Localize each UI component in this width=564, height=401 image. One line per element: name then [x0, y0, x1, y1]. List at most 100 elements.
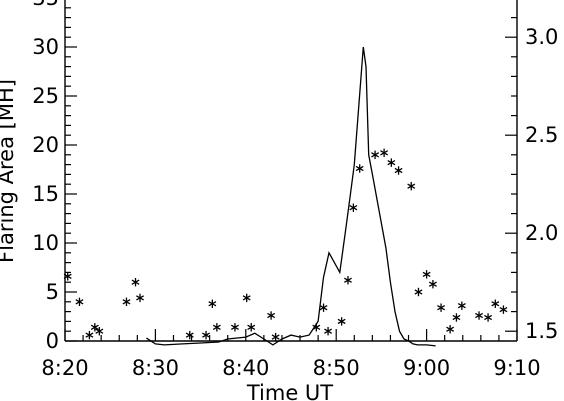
y-tick-label-left: 5 [46, 280, 59, 304]
y-tick-label-left: 15 [32, 182, 59, 206]
asterisk-stroke [437, 305, 446, 311]
asterisk-stroke [312, 324, 321, 330]
asterisk-point [212, 323, 221, 332]
asterisk-stroke [271, 334, 280, 340]
asterisk-stroke [185, 332, 194, 338]
asterisk-point [475, 311, 483, 320]
asterisk-stroke [85, 332, 94, 338]
asterisk-point [437, 303, 446, 312]
y-tick-label-left: 35 [32, 0, 59, 10]
asterisk-point [446, 325, 455, 334]
asterisk-stroke [343, 277, 352, 283]
y-tick-label-left: 25 [32, 84, 59, 108]
y-tick-label-left: 10 [32, 231, 59, 255]
asterisk-stroke [394, 167, 403, 174]
asterisk-point [85, 330, 94, 340]
asterisk-stroke [75, 299, 84, 305]
asterisk-stroke [212, 324, 221, 330]
asterisk-point [90, 323, 99, 332]
asterisk-stroke [349, 205, 358, 211]
asterisk-stroke [136, 295, 144, 301]
asterisk-stroke [208, 301, 217, 307]
asterisk-stroke [414, 289, 423, 295]
asterisk-stroke [202, 332, 210, 338]
asterisk-point [387, 158, 396, 167]
x-tick-label: 9:00 [403, 356, 450, 380]
asterisk-series [63, 148, 508, 342]
y-tick-label-right: 2.0 [525, 221, 558, 245]
y-tick-label-right: 1.5 [525, 319, 558, 343]
asterisk-point [136, 293, 144, 303]
asterisk-stroke [267, 312, 276, 319]
asterisk-stroke [337, 318, 346, 325]
asterisk-stroke [319, 305, 328, 311]
asterisk-point [242, 293, 251, 303]
asterisk-point [267, 311, 276, 320]
asterisk-stroke [131, 279, 140, 285]
asterisk-point [208, 299, 217, 308]
y-tick-label-right: 2.5 [525, 123, 558, 147]
asterisk-stroke [324, 328, 333, 334]
y-axis-title-left: Flaring Area [MH] [0, 79, 18, 263]
asterisk-stroke [247, 324, 256, 330]
asterisk-point [380, 148, 389, 158]
asterisk-stroke [387, 159, 396, 166]
asterisk-stroke [422, 271, 431, 278]
asterisk-point [491, 299, 500, 308]
x-axis-title: Time UT [246, 381, 333, 401]
plot-axes [64, 0, 518, 342]
asterisk-stroke [491, 301, 500, 307]
asterisk-stroke [499, 306, 508, 313]
asterisk-stroke [355, 165, 364, 172]
y-tick-label-left: 20 [32, 133, 59, 157]
asterisk-point [230, 323, 239, 332]
asterisk-point [428, 279, 437, 289]
asterisk-point [122, 297, 131, 306]
asterisk-point [202, 330, 210, 340]
asterisk-point [355, 164, 364, 173]
asterisk-point [319, 303, 328, 312]
y-tick-label-left: 0 [46, 329, 59, 353]
y-tick-label-right: 3.0 [525, 25, 558, 49]
asterisk-stroke [457, 303, 466, 309]
asterisk-stroke [484, 314, 493, 321]
asterisk-stroke [475, 312, 483, 319]
asterisk-point [452, 313, 461, 322]
asterisk-point [349, 203, 358, 212]
asterisk-stroke [90, 324, 99, 330]
asterisk-point [499, 305, 508, 314]
asterisk-stroke [63, 273, 72, 279]
asterisk-stroke [242, 295, 251, 301]
x-tick-label: 9:10 [493, 356, 540, 380]
x-tick-label: 8:30 [132, 356, 179, 380]
asterisk-point [75, 297, 84, 306]
y-tick-label-left: 30 [32, 35, 59, 59]
asterisk-point [247, 323, 256, 332]
asterisk-stroke [122, 299, 131, 305]
asterisk-stroke [230, 324, 239, 330]
asterisk-point [324, 327, 333, 336]
x-tick-label: 8:40 [222, 356, 269, 380]
asterisk-stroke [407, 183, 416, 189]
x-tick-label: 8:50 [313, 356, 360, 380]
tick-labels: 8:20 8:30 8:40 8:50 9:00 9:10 0 5 10 15 20 25 30 35 1.… [32, 0, 558, 380]
flaring-area-line [146, 46, 436, 347]
asterisk-point [131, 278, 140, 287]
asterisk-point [185, 330, 194, 340]
asterisk-point [484, 313, 493, 322]
asterisk-point [371, 150, 380, 159]
asterisk-point [337, 317, 346, 326]
asterisk-point [312, 323, 321, 332]
asterisk-stroke [428, 281, 437, 287]
asterisk-point [407, 181, 416, 191]
asterisk-point [95, 327, 104, 336]
x-tick-label: 8:20 [41, 356, 88, 380]
asterisk-stroke [452, 314, 461, 321]
asterisk-point [63, 272, 72, 281]
asterisk-point [422, 270, 431, 279]
asterisk-point [414, 287, 423, 297]
asterisk-stroke [371, 152, 380, 158]
asterisk-stroke [380, 150, 389, 156]
asterisk-point [271, 332, 280, 342]
